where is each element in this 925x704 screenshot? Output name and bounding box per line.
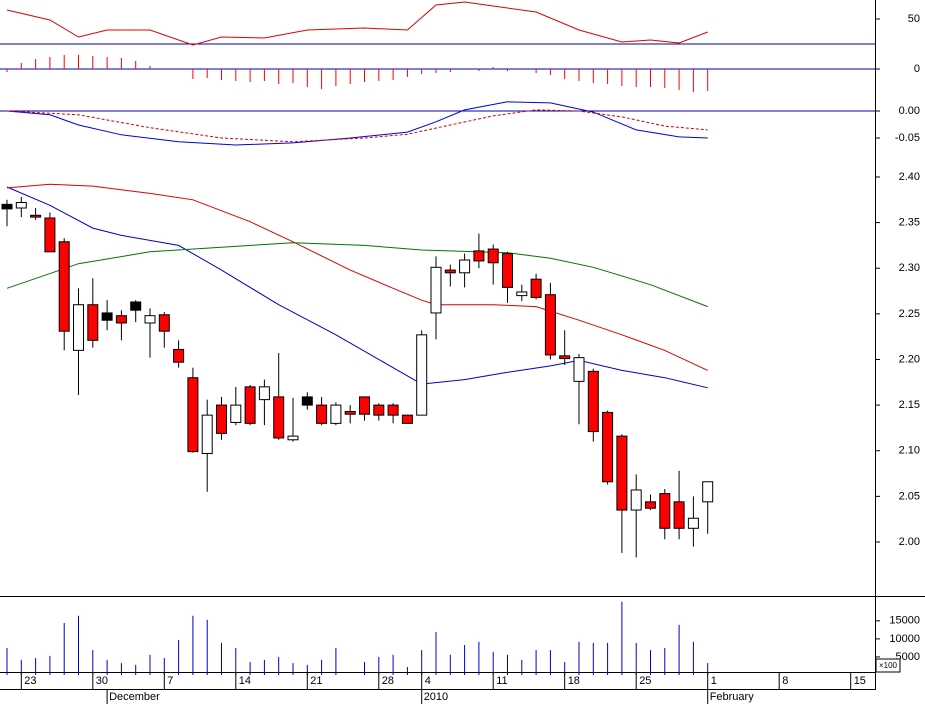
candle-body	[187, 377, 199, 453]
candle-body	[559, 355, 571, 360]
candle-body	[387, 404, 399, 416]
candle-body	[73, 304, 85, 351]
x-tick-label: 11	[496, 675, 507, 687]
y-tick-label: 2.15	[899, 399, 920, 411]
candle-body	[459, 259, 471, 274]
y-tick-label: 50	[908, 13, 920, 25]
candle-body	[15, 202, 27, 209]
indicator-line	[6, 109, 708, 143]
x-tick-label: 23	[24, 675, 36, 687]
y-tick-label: 2.35	[899, 217, 920, 229]
candle-body	[644, 501, 656, 509]
x-tick-label: 15	[854, 675, 866, 687]
candle-body	[544, 294, 556, 356]
x-tick-label: 14	[239, 675, 251, 687]
unit-box	[875, 658, 901, 673]
period-label: December	[109, 691, 160, 703]
indicator-line	[6, 186, 708, 389]
period-label: February	[710, 691, 755, 703]
y-tick-label: 10000	[889, 633, 920, 645]
candle-body	[573, 357, 585, 382]
y-tick-label: 0.00	[899, 105, 920, 117]
x-tick-label: 25	[639, 675, 651, 687]
candle-body	[358, 396, 370, 415]
indicator-line	[6, 183, 708, 371]
candle-body	[87, 304, 99, 341]
candle-body	[616, 435, 628, 511]
candle-body	[58, 241, 70, 332]
candle-body	[1, 203, 13, 210]
x-tick-label: 8	[782, 675, 788, 687]
x-tick-label: 30	[96, 675, 108, 687]
y-tick-label: 5000	[896, 651, 920, 663]
candle-body	[158, 314, 170, 332]
candle-body	[487, 248, 499, 264]
candle-body	[673, 501, 685, 529]
unit-label: ×100	[879, 661, 898, 670]
candle-body	[101, 312, 113, 321]
candle-body	[702, 481, 714, 503]
candle-body	[330, 404, 342, 424]
x-tick-label: 28	[382, 675, 394, 687]
candle-body	[444, 269, 456, 274]
candle-body	[273, 396, 285, 439]
y-tick-label: 2.20	[899, 353, 920, 365]
candle-body	[416, 334, 428, 416]
candle-body	[316, 404, 328, 424]
period-label: 2010	[424, 691, 448, 703]
indicator-line	[6, 101, 708, 146]
candle-body	[244, 386, 256, 424]
candle-body	[602, 411, 614, 483]
y-tick-label: 0	[914, 63, 920, 75]
indicator-line	[6, 242, 708, 308]
candle-body	[373, 404, 385, 416]
y-tick-label: -0.05	[895, 132, 920, 144]
candle-body	[344, 410, 356, 415]
candle-body	[30, 214, 42, 218]
x-tick-label: 1	[711, 675, 717, 687]
y-tick-label: 15000	[889, 615, 920, 627]
candle-body	[130, 301, 142, 311]
x-tick-label: 4	[425, 675, 431, 687]
y-tick-label: 2.05	[899, 490, 920, 502]
candle-body	[173, 348, 185, 363]
x-tick-label: 18	[568, 675, 580, 687]
candle-body	[44, 217, 56, 253]
candle-body	[516, 291, 528, 297]
candle-body	[430, 266, 442, 314]
indicator-line	[6, 1, 708, 46]
candle-body	[587, 370, 599, 433]
candle-body	[287, 435, 299, 441]
x-tick-label: 7	[167, 675, 173, 687]
y-tick-label: 2.10	[899, 445, 920, 457]
y-tick-label: 2.00	[899, 536, 920, 548]
y-tick-label: 2.40	[899, 171, 920, 183]
candle-body	[216, 404, 228, 434]
y-tick-label: 2.30	[899, 262, 920, 274]
y-tick-label: 2.25	[899, 308, 920, 320]
x-tick-label: 21	[310, 675, 322, 687]
candle-body	[201, 414, 213, 454]
candle-body	[530, 278, 542, 298]
candle-body	[301, 396, 313, 406]
candle-body	[230, 404, 242, 423]
candle-body	[501, 253, 513, 288]
candle-body	[144, 315, 156, 324]
candle-body	[115, 315, 127, 324]
candle-body	[401, 414, 413, 424]
candle-body	[687, 517, 699, 529]
candle-body	[473, 250, 485, 262]
candle-body	[659, 493, 671, 529]
candle-body	[258, 386, 270, 401]
candle-body	[630, 489, 642, 511]
